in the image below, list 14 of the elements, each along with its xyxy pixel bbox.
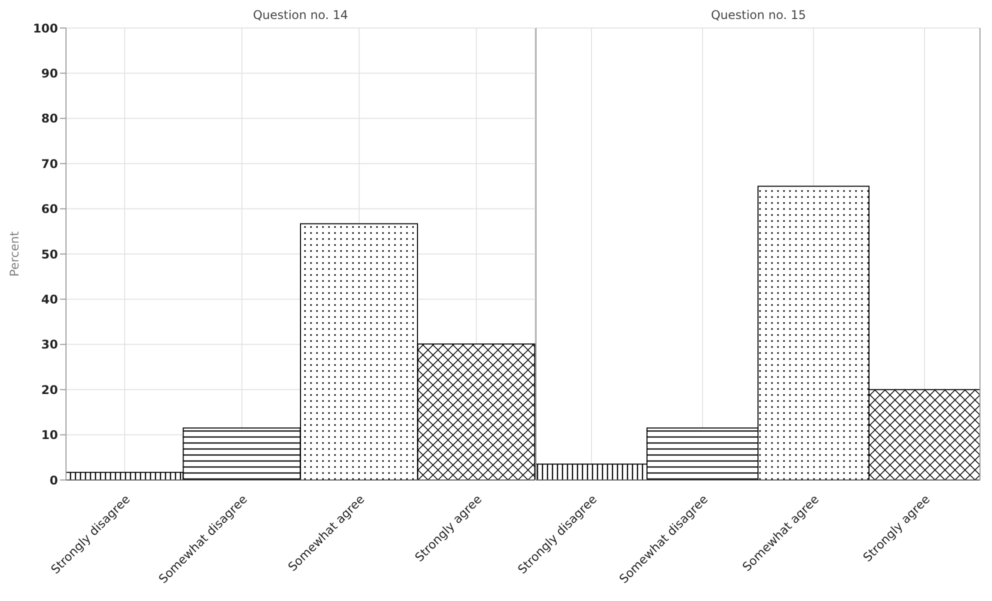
y-tick-label: 30 xyxy=(41,338,58,352)
y-tick-label: 100 xyxy=(32,21,58,36)
y-axis-title: Percent xyxy=(7,231,22,277)
y-tick-label: 50 xyxy=(41,247,58,262)
y-tick-label: 90 xyxy=(41,66,58,80)
y-tick-label: 20 xyxy=(41,382,58,397)
y-tick-label: 0 xyxy=(50,473,58,488)
chart-title: Question no. 14 xyxy=(252,8,350,22)
chart-title: Question no. 15 xyxy=(710,8,808,22)
y-tick-label: 40 xyxy=(41,292,58,306)
y-tick-label: 70 xyxy=(41,156,58,171)
y-tick-label: 80 xyxy=(41,112,58,126)
y-tick-label: 60 xyxy=(41,202,58,216)
y-tick-label: 10 xyxy=(41,428,58,442)
